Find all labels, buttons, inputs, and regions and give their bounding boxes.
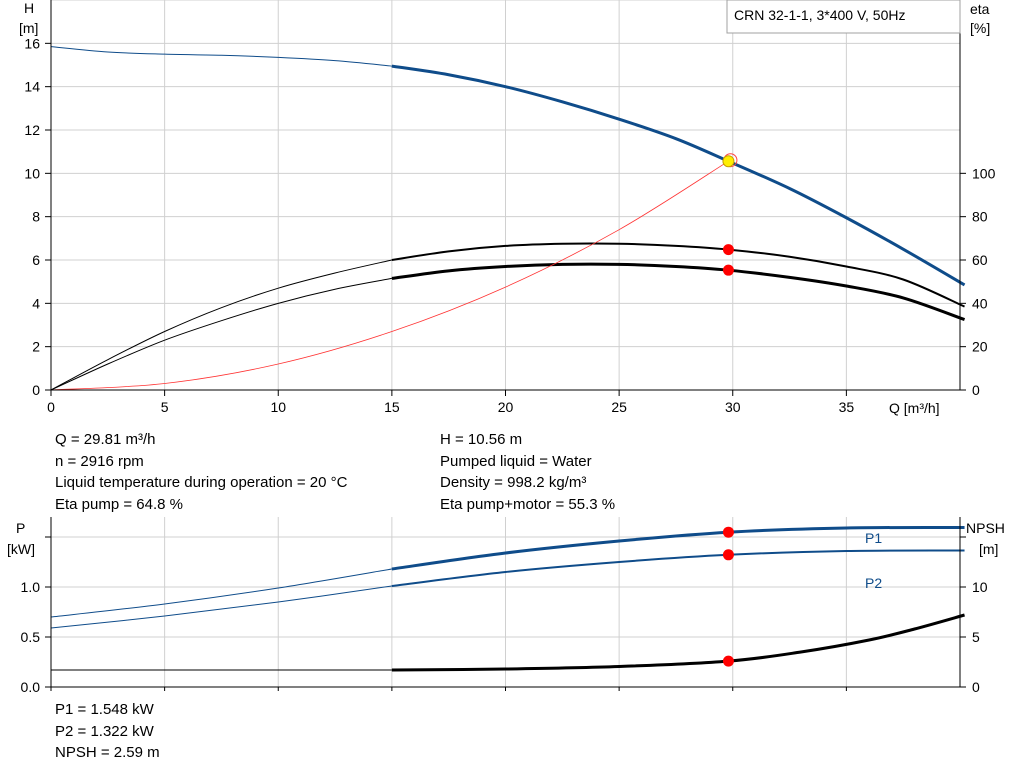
x-tick-label: 35: [839, 399, 855, 415]
npsh-curve: [391, 613, 965, 672]
axes: 0 5 10 15 20 25 30 3502468101214160204060801000…: [21, 0, 996, 695]
eta-tick-label: 80: [972, 209, 988, 225]
p-tick-label: 0.0: [21, 679, 41, 695]
npsh-duty-marker: [722, 655, 734, 667]
p1-curve-label: P1: [865, 530, 882, 546]
liquid-temperature: Liquid temperature during operation = 20…: [55, 474, 348, 492]
p1-value: P1 = 1.548 kW: [55, 701, 154, 718]
h-curve: [391, 64, 966, 287]
eta-tick-label: 0: [972, 382, 980, 398]
npsh-axis-unit: [m]: [979, 541, 998, 557]
p-axis-unit: [kW]: [7, 541, 35, 557]
x-tick-label: 10: [270, 399, 286, 415]
eta-pump-curve: [391, 242, 965, 308]
npsh-value: NPSH = 2.59 m: [55, 744, 160, 762]
x-tick-label: 15: [384, 399, 400, 415]
eta-pump-motor-value: Eta pump+motor = 55.3 %: [440, 496, 616, 514]
x-tick-label: 5: [161, 399, 169, 415]
eta-tick-label: 100: [972, 165, 996, 181]
p1-duty-marker: [722, 526, 734, 538]
eta-tick-label: 40: [972, 295, 988, 311]
title-box: CRN 32-1-1, 3*400 V, 50Hz: [726, 0, 961, 34]
x-tick-label: 30: [725, 399, 741, 415]
x-tick-label: 0: [47, 399, 55, 415]
p2-duty-marker: [722, 549, 734, 561]
eta-pump-curve-extension: [50, 259, 392, 391]
p-tick-label: 0.5: [21, 629, 41, 645]
p2-value: P2 = 1.322 kW: [55, 722, 154, 740]
eta-pump-duty-marker: [722, 244, 734, 256]
p1-curve-extension: [50, 568, 392, 618]
p2-curve-extension: [50, 585, 392, 629]
upper-grid: [50, 0, 960, 391]
p-axis-label: P: [16, 520, 25, 536]
lower-grid: [50, 517, 960, 688]
h-tick-label: 10: [24, 165, 40, 181]
upper-series: [50, 46, 966, 391]
p-tick-label: 1.0: [21, 579, 41, 595]
h-tick-label: 14: [24, 79, 40, 95]
eta-pump-motor-duty-marker: [722, 264, 734, 276]
lower-series: [50, 525, 965, 672]
duty-info-left: Q = 29.81 m³/h n = 2916 rpm Liquid tempe…: [55, 429, 347, 516]
h-axis-unit: [m]: [19, 20, 38, 36]
pumped-liquid: Pumped liquid = Water: [440, 452, 592, 470]
npsh-axis-label: NPSH: [966, 520, 1005, 536]
h-curve-extension: [50, 46, 392, 67]
x-tick-label: 20: [498, 399, 514, 415]
eta-axis-label: eta: [970, 1, 990, 17]
h-tick-label: 16: [24, 35, 40, 51]
p1-curve: [391, 525, 965, 571]
x-tick-label: 25: [611, 399, 627, 415]
h-axis-label: H: [24, 0, 34, 16]
duty-point-marker: [722, 155, 735, 168]
eta-tick-label: 60: [972, 252, 988, 268]
h-tick-label: 12: [24, 122, 40, 138]
h-tick-label: 0: [32, 382, 40, 398]
npsh-tick-label: 10: [972, 579, 988, 595]
h-tick-label: 4: [32, 295, 40, 311]
h-tick-label: 8: [32, 209, 40, 225]
flow-value: Q = 29.81 m³/h: [55, 431, 156, 448]
power-info: P1 = 1.548 kW P2 = 1.322 kW NPSH = 2.59 …: [55, 699, 160, 764]
p2-curve-label: P2: [865, 575, 882, 591]
h-tick-label: 6: [32, 252, 40, 268]
duty-info-right: H = 10.56 m Pumped liquid = Water Densit…: [440, 429, 615, 516]
eta-pump-motor-curve: [391, 262, 966, 321]
npsh-tick-label: 5: [972, 629, 980, 645]
head-value: H = 10.56 m: [440, 431, 523, 448]
npsh-tick-label: 0: [972, 679, 980, 695]
eta-pump-motor-curve-extension: [50, 277, 392, 391]
density-value: Density = 998.2 kg/m³: [440, 474, 587, 492]
p2-curve: [391, 549, 965, 587]
system-curve-curve: [50, 160, 729, 391]
q-axis-label: Q [m³/h]: [889, 400, 940, 416]
h-tick-label: 2: [32, 339, 40, 355]
speed-value: n = 2916 rpm: [55, 452, 144, 470]
eta-pump-value: Eta pump = 64.8 %: [55, 496, 183, 514]
eta-tick-label: 20: [972, 339, 988, 355]
chart-title: CRN 32-1-1, 3*400 V, 50Hz: [734, 7, 905, 23]
eta-axis-unit: [%]: [970, 20, 990, 36]
